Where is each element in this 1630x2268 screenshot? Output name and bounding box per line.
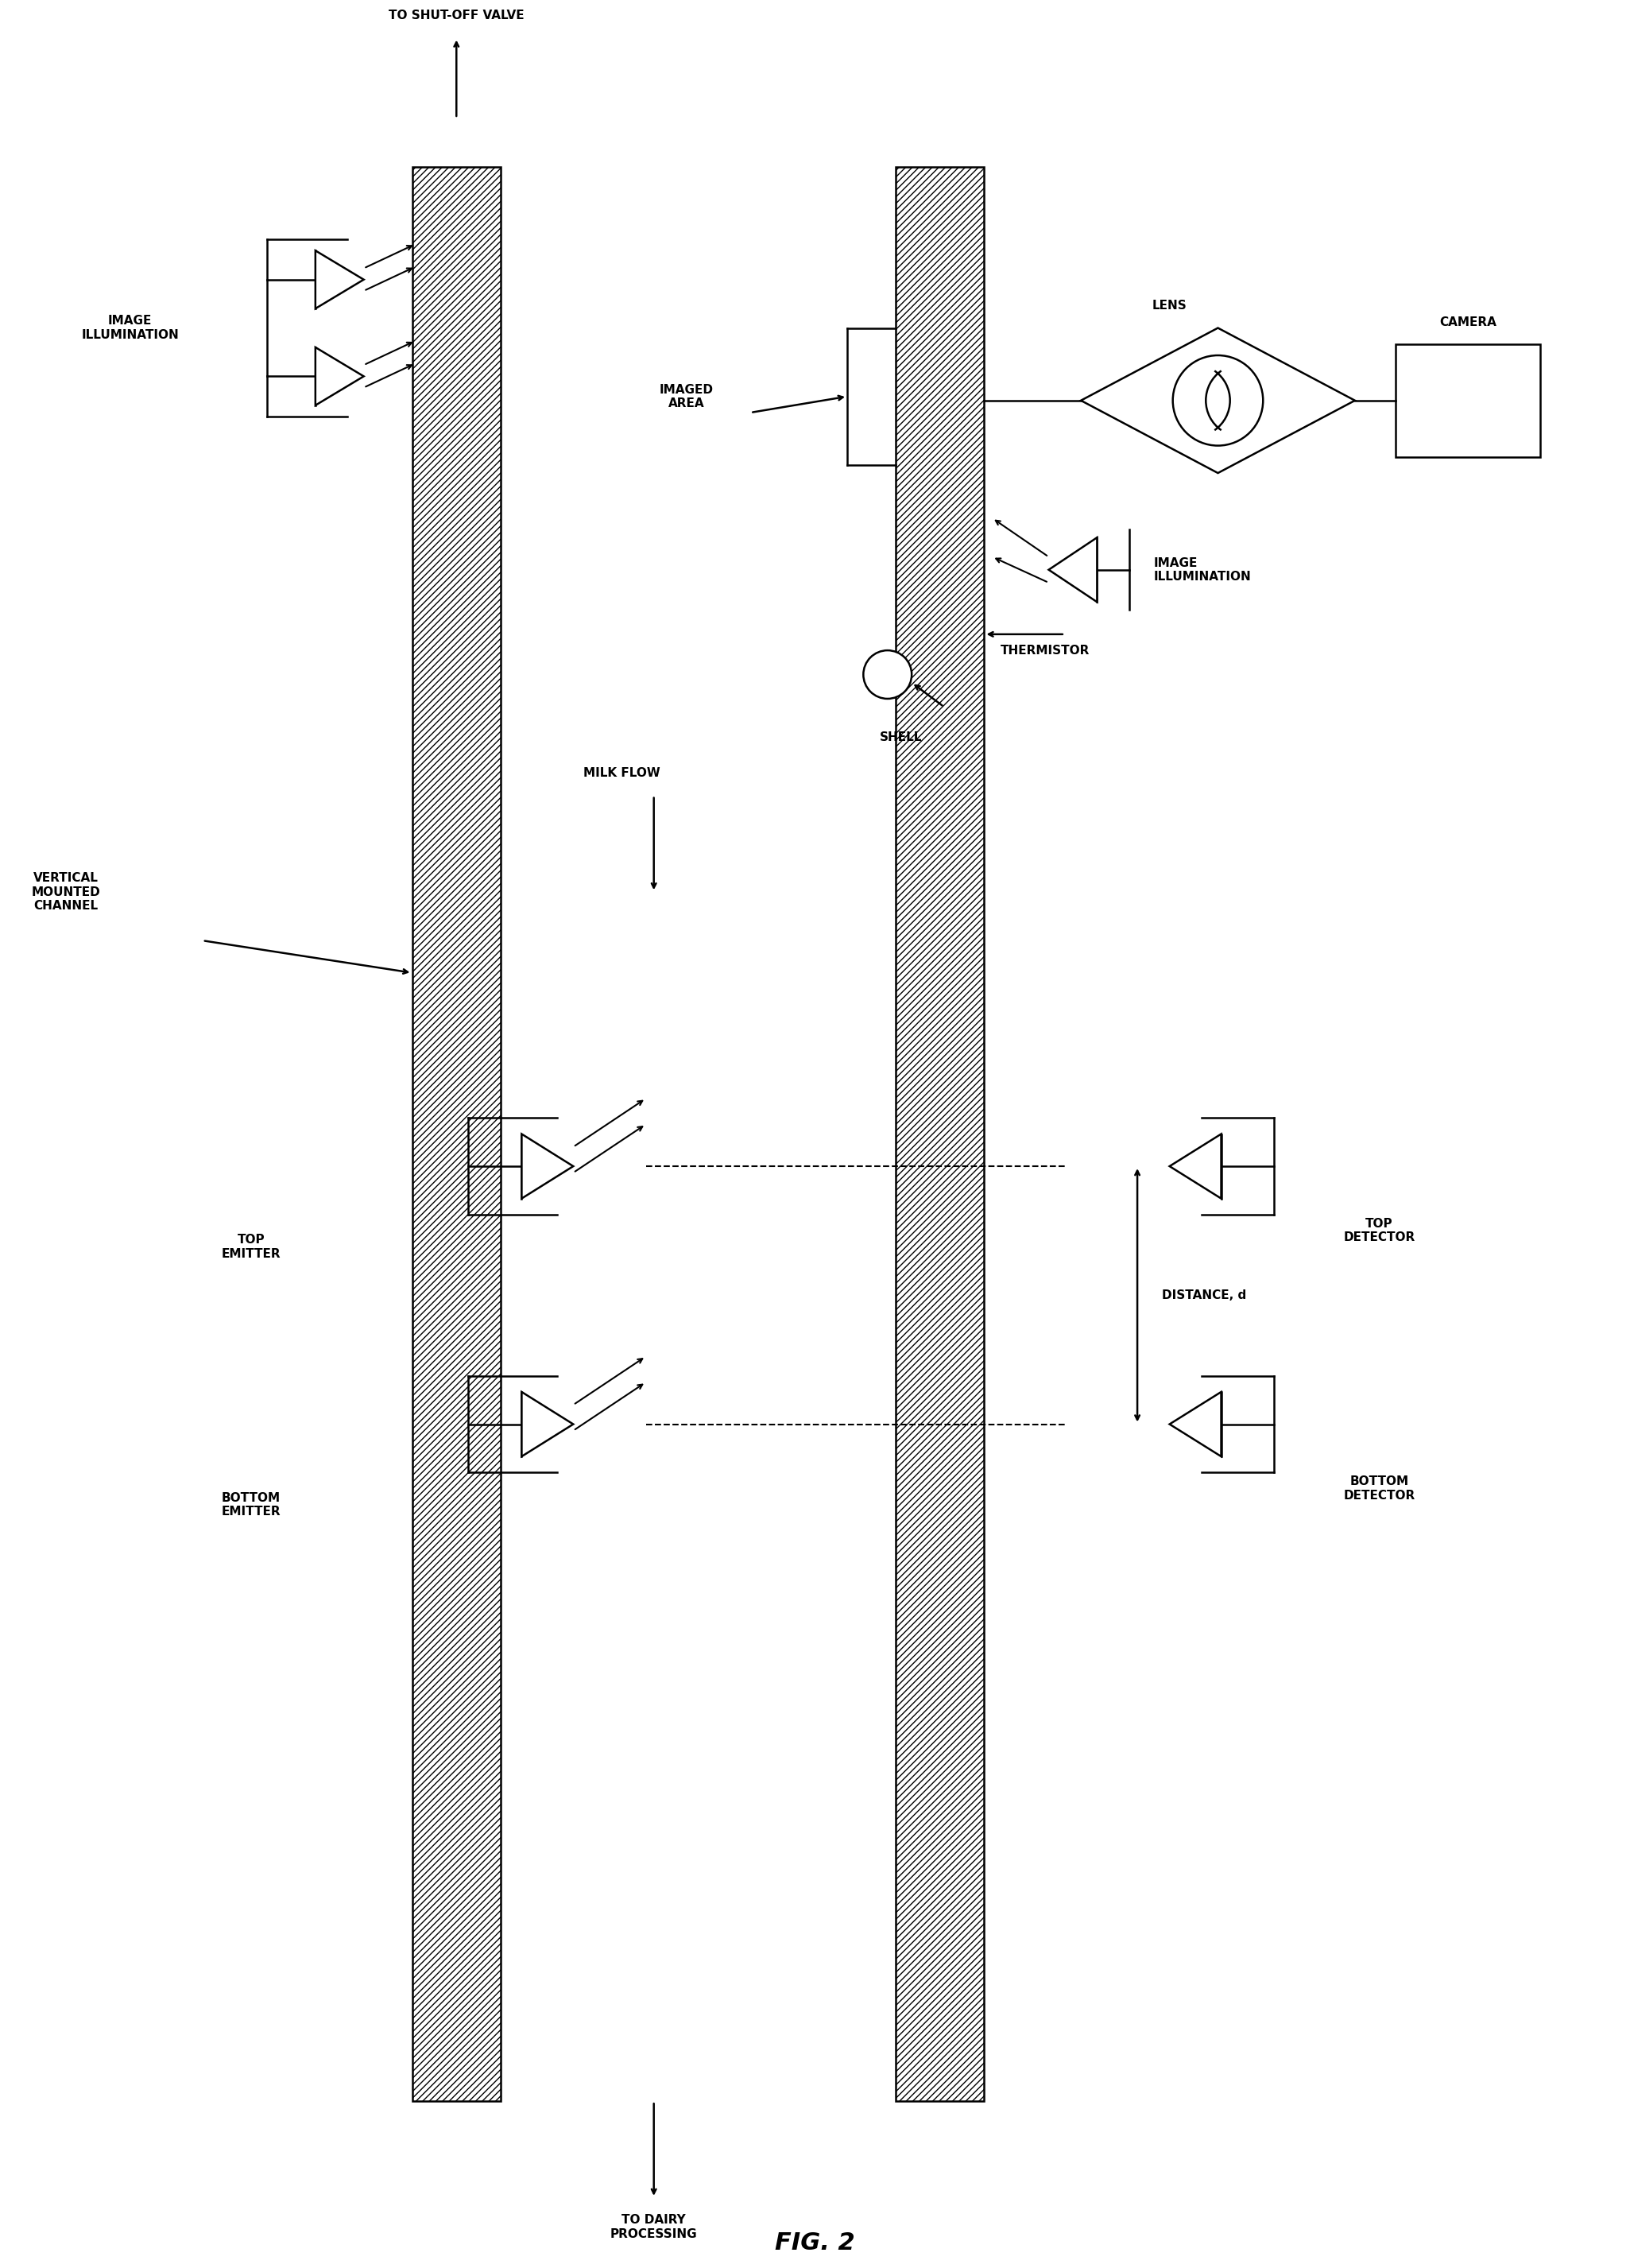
- Polygon shape: [1048, 538, 1097, 601]
- Circle shape: [1174, 356, 1263, 445]
- FancyBboxPatch shape: [1395, 345, 1540, 456]
- Circle shape: [864, 651, 911, 699]
- Text: LENS: LENS: [1152, 299, 1187, 311]
- Text: IMAGE
ILLUMINATION: IMAGE ILLUMINATION: [82, 315, 179, 340]
- Polygon shape: [1170, 1393, 1221, 1456]
- Text: TO DAIRY
PROCESSING: TO DAIRY PROCESSING: [610, 2214, 698, 2241]
- Polygon shape: [315, 347, 363, 406]
- Text: THERMISTOR: THERMISTOR: [1001, 644, 1089, 655]
- Text: CAMERA: CAMERA: [1439, 315, 1496, 329]
- Text: TOP
EMITTER: TOP EMITTER: [222, 1234, 280, 1259]
- Polygon shape: [315, 249, 363, 308]
- Text: VERTICAL
MOUNTED
CHANNEL: VERTICAL MOUNTED CHANNEL: [31, 873, 99, 912]
- FancyBboxPatch shape: [412, 168, 500, 2100]
- Text: BOTTOM
EMITTER: BOTTOM EMITTER: [222, 1492, 280, 1517]
- Text: BOTTOM
DETECTOR: BOTTOM DETECTOR: [1343, 1476, 1415, 1501]
- Polygon shape: [1081, 329, 1355, 474]
- Polygon shape: [522, 1393, 574, 1456]
- Text: SHELL: SHELL: [880, 730, 923, 744]
- Text: MILK FLOW: MILK FLOW: [584, 767, 660, 780]
- Text: IMAGE
ILLUMINATION: IMAGE ILLUMINATION: [1154, 558, 1250, 583]
- Polygon shape: [522, 1134, 574, 1198]
- Text: TOP
DETECTOR: TOP DETECTOR: [1343, 1218, 1415, 1243]
- Polygon shape: [1170, 1134, 1221, 1198]
- Text: IMAGED
AREA: IMAGED AREA: [659, 383, 712, 408]
- Text: TO SHUT-OFF VALVE: TO SHUT-OFF VALVE: [388, 9, 525, 23]
- Text: FIG. 2: FIG. 2: [774, 2232, 856, 2254]
- FancyBboxPatch shape: [895, 168, 985, 2100]
- Text: DISTANCE, d: DISTANCE, d: [1162, 1288, 1245, 1302]
